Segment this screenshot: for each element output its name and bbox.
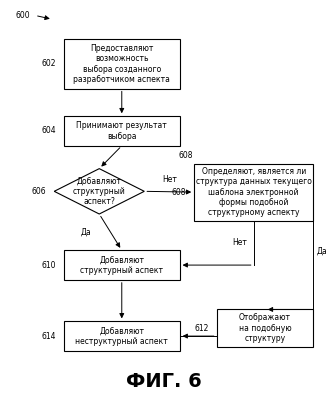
- Text: Нет: Нет: [162, 175, 177, 184]
- Text: 602: 602: [42, 60, 56, 68]
- Text: Добавляют
структурный
аспект?: Добавляют структурный аспект?: [73, 176, 125, 206]
- Text: Принимают результат
выбора: Принимают результат выбора: [76, 121, 167, 141]
- Text: ФИГ. 6: ФИГ. 6: [126, 372, 202, 391]
- Text: Добавляют
структурный аспект: Добавляют структурный аспект: [80, 255, 163, 275]
- FancyBboxPatch shape: [64, 116, 180, 146]
- FancyBboxPatch shape: [64, 39, 180, 88]
- FancyBboxPatch shape: [217, 310, 313, 347]
- Text: Отображают
на подобную
структуру: Отображают на подобную структуру: [239, 313, 291, 343]
- FancyBboxPatch shape: [64, 250, 180, 280]
- Text: 604: 604: [41, 126, 56, 136]
- Polygon shape: [54, 169, 144, 214]
- Text: 608: 608: [172, 188, 186, 197]
- Text: Определяют, является ли
структура данных текущего
шаблона электронной
формы подо: Определяют, является ли структура данных…: [196, 167, 311, 218]
- Text: Да: Да: [81, 228, 92, 237]
- FancyBboxPatch shape: [64, 321, 180, 351]
- Text: 614: 614: [42, 332, 56, 340]
- Text: Да: Да: [317, 246, 328, 255]
- Text: 610: 610: [42, 260, 56, 270]
- Text: 608: 608: [178, 150, 193, 160]
- Text: 612: 612: [194, 324, 208, 333]
- Text: Добавляют
неструктурный аспект: Добавляют неструктурный аспект: [75, 326, 168, 346]
- Text: 600: 600: [16, 11, 30, 20]
- Text: 606: 606: [32, 187, 46, 196]
- FancyBboxPatch shape: [194, 164, 313, 221]
- Text: Предоставляют
возможность
выбора созданного
разработчиком аспекта: Предоставляют возможность выбора созданн…: [73, 44, 170, 84]
- Text: Нет: Нет: [232, 238, 247, 247]
